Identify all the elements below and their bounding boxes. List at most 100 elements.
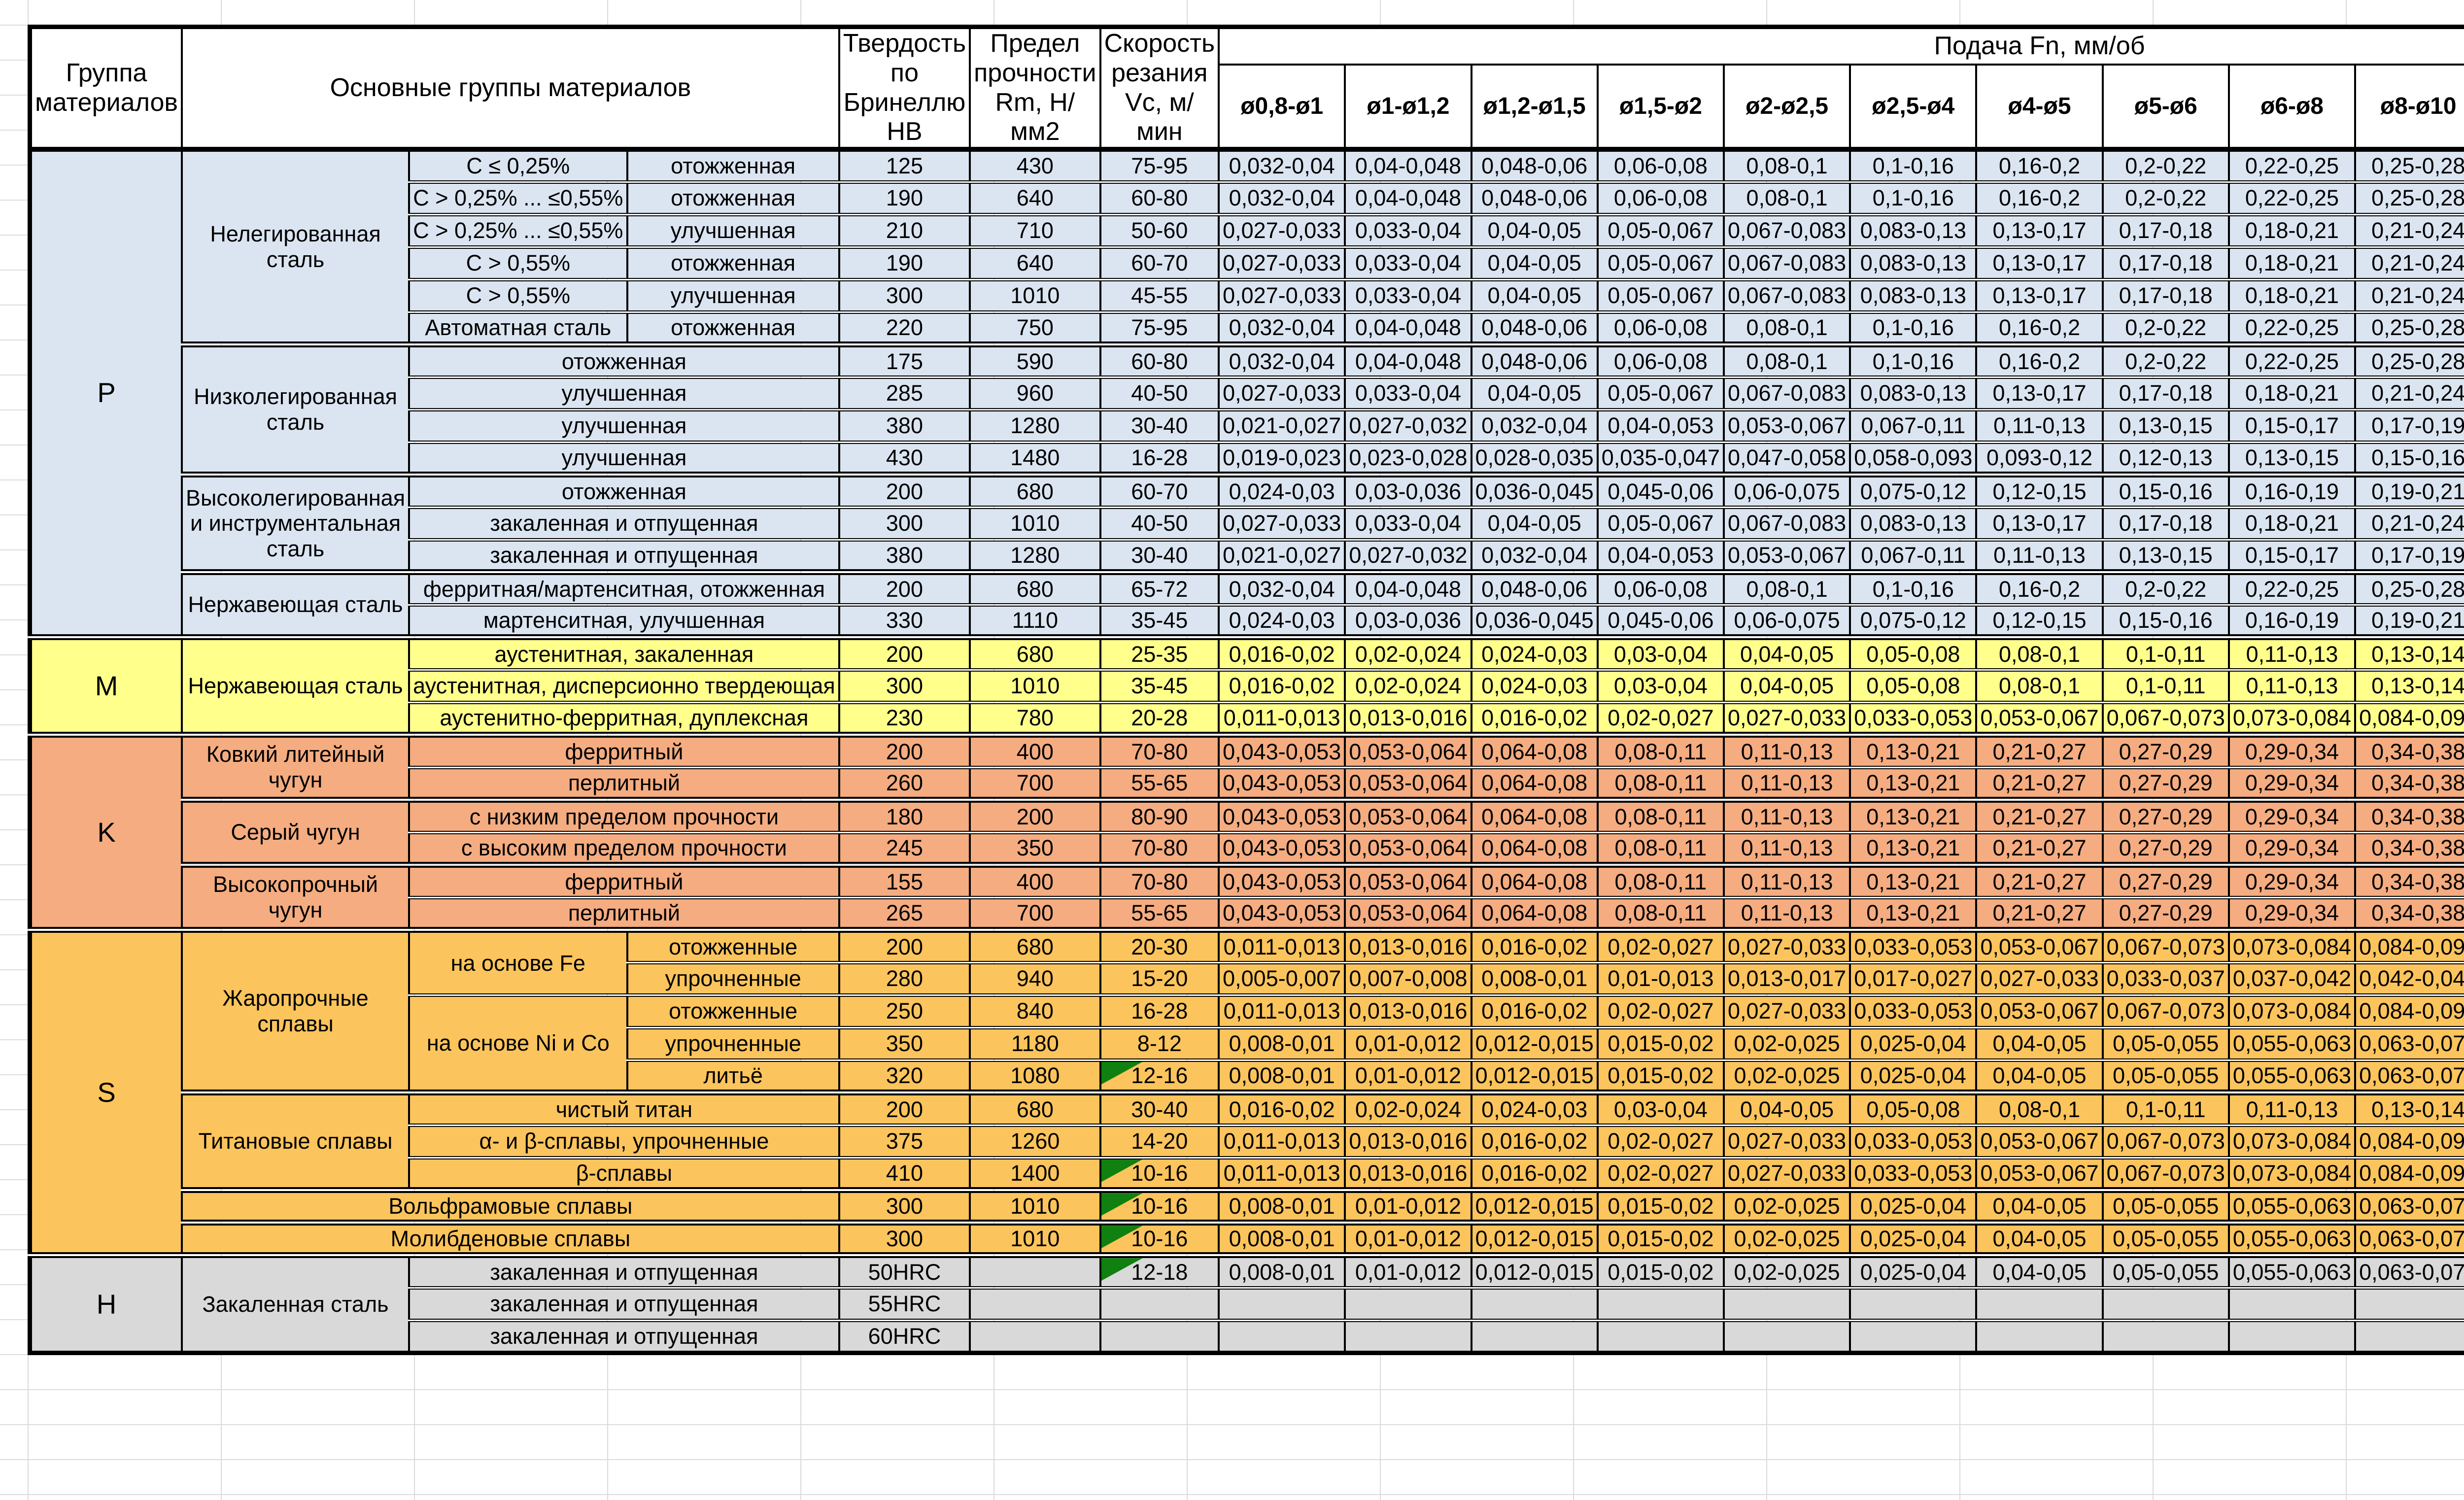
feed-cell[interactable]: 0,13-0,14	[2354, 634, 2464, 670]
group-letter-m[interactable]: M	[29, 634, 182, 735]
hb-value[interactable]: 180	[838, 797, 970, 833]
feed-cell[interactable]: 0,21-0,27	[1975, 797, 2103, 833]
feed-cell[interactable]: 0,2-0,22	[2101, 180, 2229, 215]
feed-cell[interactable]: 0,032-0,04	[1218, 569, 1345, 605]
feed-cell[interactable]: 0,017-0,027	[1849, 960, 1977, 995]
hb-value[interactable]: 50HRC	[838, 1252, 970, 1288]
feed-cell[interactable]: 0,033-0,04	[1344, 277, 1472, 312]
feed-cell[interactable]: 0,055-0,063	[2227, 1187, 2356, 1223]
hb-value[interactable]: 375	[838, 1123, 970, 1158]
feed-cell[interactable]: 0,016-0,02	[1470, 927, 1598, 963]
feed-cell[interactable]: 0,17-0,18	[2101, 212, 2229, 247]
feed-cell[interactable]: 0,027-0,033	[1722, 700, 1850, 735]
feed-cell[interactable]: 0,045-0,06	[1596, 472, 1724, 508]
feed-cell[interactable]: 0,012-0,015	[1470, 1187, 1598, 1223]
feed-cell[interactable]: 0,053-0,067	[1975, 1156, 2103, 1191]
hb-value[interactable]: 190	[838, 245, 970, 280]
feed-cell[interactable]: 0,21-0,24	[2354, 277, 2464, 312]
hb-value[interactable]: 280	[838, 960, 970, 995]
hb-value[interactable]: 300	[838, 1187, 970, 1223]
feed-cell[interactable]: 0,053-0,067	[1975, 993, 2103, 1028]
hb-value[interactable]: 380	[838, 408, 970, 443]
feed-cell[interactable]: 0,016-0,02	[1470, 1123, 1598, 1158]
condition[interactable]: аустенитная, дисперсионно твердеющая	[408, 668, 839, 703]
feed-cell[interactable]: 0,13-0,21	[1849, 732, 1977, 768]
vc-value[interactable]: 60-80	[1099, 341, 1219, 377]
feed-cell[interactable]: 0,1-0,16	[1849, 147, 1977, 182]
feed-cell[interactable]: 0,13-0,21	[1849, 895, 1977, 930]
hb-value[interactable]: 250	[838, 993, 970, 1028]
feed-cell[interactable]: 0,01-0,012	[1344, 1058, 1472, 1093]
material-subgroup[interactable]: на основе Fe	[408, 927, 627, 995]
feed-cell[interactable]: 0,21-0,27	[1975, 765, 2103, 800]
vc-value[interactable]	[1099, 1318, 1219, 1353]
header-feed-diameter[interactable]: ø2,5-ø4	[1849, 64, 1977, 150]
feed-cell[interactable]	[2227, 1286, 2356, 1321]
feed-cell[interactable]: 0,04-0,05	[1470, 212, 1598, 247]
feed-cell[interactable]: 0,067-0,083	[1722, 505, 1850, 540]
feed-cell[interactable]: 0,073-0,084	[2227, 993, 2356, 1028]
feed-cell[interactable]: 0,13-0,21	[1849, 765, 1977, 800]
feed-cell[interactable]: 0,055-0,063	[2227, 1025, 2356, 1060]
feed-cell[interactable]: 0,03-0,036	[1344, 472, 1472, 508]
vc-value[interactable]: 75-95	[1099, 310, 1219, 345]
material-subgroup[interactable]: С > 0,25% ... ≤0,55%	[408, 212, 627, 247]
condition[interactable]: закаленная и отпущенная	[408, 1318, 839, 1353]
feed-cell[interactable]: 0,028-0,035	[1470, 440, 1598, 475]
rm-value[interactable]: 780	[969, 700, 1100, 735]
feed-cell[interactable]: 0,064-0,08	[1470, 895, 1598, 930]
feed-cell[interactable]: 0,25-0,28	[2354, 341, 2464, 377]
feed-cell[interactable]: 0,21-0,24	[2354, 375, 2464, 410]
feed-cell[interactable]: 0,13-0,17	[1975, 245, 2103, 280]
feed-cell[interactable]: 0,08-0,11	[1596, 830, 1724, 865]
feed-cell[interactable]: 0,025-0,04	[1849, 1025, 1977, 1060]
feed-cell[interactable]: 0,22-0,25	[2227, 180, 2356, 215]
feed-cell[interactable]: 0,04-0,05	[1975, 1252, 2103, 1288]
vc-value[interactable]: 45-55	[1099, 277, 1219, 312]
feed-cell[interactable]: 0,17-0,18	[2101, 375, 2229, 410]
header-strength-rm[interactable]: Предел прочности Rm, Н/мм2	[969, 27, 1100, 150]
rm-value[interactable]: 1010	[969, 668, 1100, 703]
feed-cell[interactable]: 0,073-0,084	[2227, 1156, 2356, 1191]
feed-cell[interactable]: 0,29-0,34	[2227, 862, 2356, 898]
hb-value[interactable]: 300	[838, 505, 970, 540]
vc-value[interactable]: 80-90	[1099, 797, 1219, 833]
feed-cell[interactable]: 0,021-0,027	[1218, 538, 1345, 573]
feed-cell[interactable]: 0,067-0,083	[1722, 375, 1850, 410]
feed-cell[interactable]: 0,012-0,015	[1470, 1252, 1598, 1288]
feed-cell[interactable]	[2354, 1286, 2464, 1321]
feed-cell[interactable]: 0,18-0,21	[2227, 212, 2356, 247]
feed-cell[interactable]: 0,064-0,08	[1470, 797, 1598, 833]
feed-cell[interactable]: 0,053-0,064	[1344, 862, 1472, 898]
feed-cell[interactable]: 0,04-0,05	[1975, 1187, 2103, 1223]
rm-value[interactable]: 710	[969, 212, 1100, 247]
vc-value[interactable]: 60-80	[1099, 180, 1219, 215]
vc-value[interactable]	[1099, 1286, 1219, 1321]
condition[interactable]: отожженные	[626, 993, 839, 1028]
rm-value[interactable]: 400	[969, 732, 1100, 768]
feed-cell[interactable]: 0,13-0,17	[1975, 212, 2103, 247]
feed-cell[interactable]: 0,08-0,1	[1722, 310, 1850, 345]
rm-value[interactable]	[969, 1286, 1100, 1321]
rm-value[interactable]: 1480	[969, 440, 1100, 475]
feed-cell[interactable]: 0,055-0,063	[2227, 1058, 2356, 1093]
feed-cell[interactable]: 0,06-0,08	[1596, 180, 1724, 215]
rm-value[interactable]: 680	[969, 927, 1100, 963]
feed-cell[interactable]: 0,18-0,21	[2227, 375, 2356, 410]
material-family[interactable]: Нелегированная сталь	[181, 147, 410, 345]
material-family[interactable]: Жаропрочные сплавы	[181, 927, 410, 1093]
feed-cell[interactable]: 0,13-0,15	[2101, 408, 2229, 443]
feed-cell[interactable]: 0,02-0,025	[1722, 1252, 1850, 1288]
vc-value[interactable]: 30-40	[1099, 408, 1219, 443]
feed-cell[interactable]: 0,043-0,053	[1218, 830, 1345, 865]
material-family[interactable]: Высокопрочный чугун	[181, 862, 410, 930]
feed-cell[interactable]: 0,08-0,1	[1722, 180, 1850, 215]
material-family[interactable]: Вольфрамовые сплавы	[181, 1187, 839, 1223]
feed-cell[interactable]: 0,063-0,071	[2354, 1058, 2464, 1093]
feed-cell[interactable]: 0,04-0,05	[1975, 1058, 2103, 1093]
feed-cell[interactable]	[1344, 1318, 1472, 1353]
condition[interactable]: перлитный	[408, 765, 839, 800]
feed-cell[interactable]: 0,008-0,01	[1470, 960, 1598, 995]
feed-cell[interactable]: 0,02-0,025	[1722, 1058, 1850, 1093]
feed-cell[interactable]: 0,22-0,25	[2227, 569, 2356, 605]
